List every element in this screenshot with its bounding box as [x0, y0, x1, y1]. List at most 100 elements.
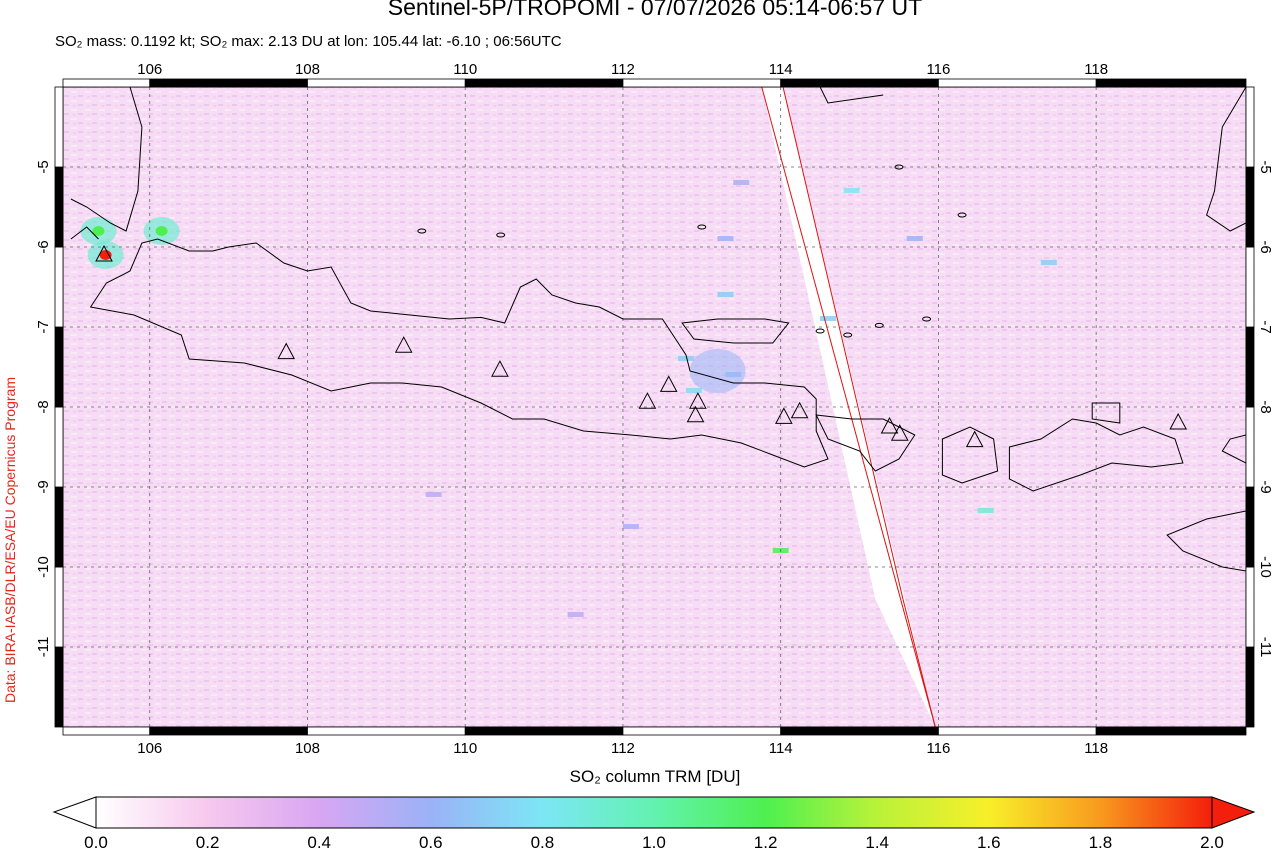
volcano-marker — [491, 360, 509, 377]
so2-map: 106 106 108 108 110 110 112 112 114 114 116 116 118 1… — [35, 61, 1272, 757]
so2-pixel — [717, 292, 734, 297]
so2-pixel — [717, 236, 734, 241]
volcano-marker — [394, 336, 413, 353]
lon-tick-label-top: 108 — [295, 61, 320, 78]
colorbar — [52, 796, 1256, 829]
coastline-islet — [496, 232, 506, 238]
so2-pixel — [820, 316, 837, 321]
so2-pixel — [843, 188, 860, 193]
lat-tick-label-right: -9 — [1257, 480, 1272, 493]
so2-pixel — [1040, 260, 1057, 265]
coastline-flores — [1221, 434, 1246, 464]
lon-tick-label-top: 112 — [611, 61, 635, 78]
lat-tick-label-left: -7 — [35, 320, 52, 333]
so2-pixel — [622, 524, 639, 529]
lat-tick-label-right: -5 — [1257, 160, 1272, 173]
so2-pixel — [685, 388, 702, 393]
lon-tick-label-top: 114 — [769, 61, 793, 78]
colorbar-tick-label: 1.4 — [865, 833, 890, 852]
frame-bar-right — [1245, 166, 1255, 248]
lon-tick-label-top: 118 — [1084, 61, 1108, 78]
so2-pixel — [425, 492, 442, 497]
so2-pixel — [906, 236, 923, 241]
volcano-marker — [689, 392, 707, 409]
frame-bar-top — [1095, 78, 1247, 88]
frame-bar-top — [464, 78, 624, 88]
frame-bar-bottom — [464, 726, 624, 736]
frame-bar-left — [54, 646, 64, 728]
lat-tick-label-right: -8 — [1257, 400, 1272, 413]
so2-hotspot — [99, 250, 112, 260]
lat-tick-label-left: -5 — [35, 160, 52, 173]
frame-bar-right — [1245, 246, 1255, 328]
lat-tick-label-left: -6 — [35, 240, 52, 253]
lon-tick-label-top: 110 — [453, 61, 477, 78]
colorbar-tick-label: 0.2 — [195, 833, 220, 852]
frame-bar-bottom — [1095, 726, 1247, 736]
frame-bar-right — [1245, 326, 1255, 408]
colorbar-title: SO₂ column TRM [DU] — [569, 767, 741, 786]
so2-plume-east-java — [689, 349, 746, 393]
so2-hotspot — [155, 226, 168, 236]
so2-summary: SO₂ mass: 0.1192 kt; SO₂ max: 2.13 DU at… — [55, 33, 562, 50]
frame-bar-left — [54, 406, 64, 488]
coastline-islet — [922, 316, 932, 322]
lon-tick-label-bottom: 108 — [295, 740, 320, 757]
coastline-madura — [681, 318, 790, 344]
colorbar-tick-label: 1.8 — [1088, 833, 1113, 852]
lon-tick-label-top: 106 — [137, 61, 162, 78]
lon-tick-label-bottom: 114 — [769, 740, 793, 757]
coastline-sulawesi — [1206, 87, 1246, 232]
frame-bar-top — [938, 78, 1097, 88]
frame-bar-bottom — [62, 726, 151, 736]
coastline-borneo-south — [819, 87, 884, 104]
colorbar-under-arrow — [52, 796, 97, 829]
coastline-lombok — [941, 426, 999, 484]
lat-tick-label-right: -10 — [1257, 556, 1272, 578]
lat-tick-label-left: -9 — [35, 480, 52, 493]
volcano-marker — [686, 405, 705, 423]
frame-bar-left — [54, 86, 64, 168]
coastline-islet — [815, 328, 825, 334]
frame-bar-left — [54, 166, 64, 248]
lon-tick-label-bottom: 112 — [611, 740, 635, 757]
lat-tick-label-right: -7 — [1257, 320, 1272, 333]
coastline-java — [89, 238, 829, 468]
coastline-islet — [697, 224, 707, 230]
so2-pixel — [733, 180, 750, 185]
so2-pixel — [678, 356, 695, 361]
lat-tick-label-right: -6 — [1257, 240, 1272, 253]
volcano-marker — [880, 416, 899, 434]
volcano-marker — [659, 375, 678, 392]
colorbar-tick-label: 0.0 — [84, 833, 108, 852]
lat-tick-label-left: -11 — [35, 637, 52, 658]
so2-pixel — [977, 508, 994, 513]
frame-bar-top — [622, 78, 782, 88]
volcano-marker — [775, 407, 793, 424]
coastline-sanggar — [1091, 402, 1121, 424]
swath-edge-east — [782, 87, 904, 600]
coastline-islet — [874, 322, 884, 328]
lat-tick-label-right: -11 — [1257, 637, 1272, 658]
frame-bar-right — [1245, 406, 1255, 488]
frame-bar-bottom — [149, 726, 308, 736]
coastline-islet — [957, 212, 967, 218]
swath-edge-east-lower — [902, 598, 936, 727]
frame-bar-left — [54, 566, 64, 648]
coastline-islet — [843, 332, 853, 338]
frame-bar-left — [54, 486, 64, 568]
colorbar-tick-label: 1.6 — [976, 833, 1001, 852]
lon-tick-label-bottom: 110 — [453, 740, 477, 757]
volcano-marker — [1169, 412, 1188, 430]
colorbar-tick-label: 1.0 — [642, 833, 666, 852]
coastline-islet — [894, 164, 904, 170]
coastline-bali — [815, 414, 916, 472]
frame-bar-top — [149, 78, 308, 88]
map-title: Sentinel-5P/TROPOMI - 07/07/2026 05:14-0… — [387, 0, 923, 20]
colorbar-tick-label: 2.0 — [1200, 833, 1224, 852]
frame-bar-left — [54, 246, 64, 328]
colorbar-tick-label: 0.4 — [307, 833, 332, 852]
coastline-sumba — [1166, 510, 1246, 572]
lon-tick-label-bottom: 106 — [137, 740, 162, 757]
colorbar-tick-label: 0.8 — [530, 833, 555, 852]
